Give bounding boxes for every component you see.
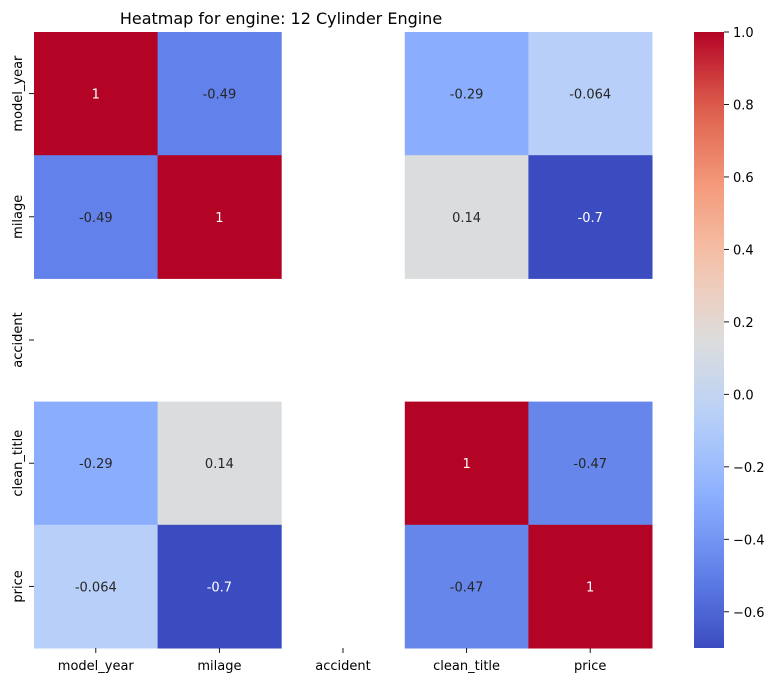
heatmap-cell-model_year-milage (157, 32, 282, 156)
cell-annotation: 1 (462, 457, 470, 472)
y-tick-label: milage (11, 195, 26, 239)
heatmap-cell-milage-price (528, 155, 653, 279)
x-axis: model_year milage accident clean_title price (58, 648, 606, 674)
heatmap-cell-milage-model_year (34, 155, 159, 279)
heatmap-cell-clean_title-model_year (34, 401, 159, 526)
heatmap-cell-milage-milage (157, 155, 282, 279)
cell-annotation: -0.49 (203, 88, 237, 103)
colorbar-tick-label: −0.4 (733, 533, 765, 548)
heatmap-cell-clean_title-milage (157, 401, 282, 526)
cell-annotation: -0.064 (569, 88, 611, 103)
heatmap-cell-clean_title-price (528, 401, 653, 526)
colorbar-tick-label: 0.2 (733, 316, 754, 331)
chart-title: Heatmap for engine: 12 Cylinder Engine (120, 9, 442, 28)
x-tick-label: price (574, 659, 606, 674)
colorbar: 1.0 0.8 0.6 0.4 0.2 0.0 −0.2 −0.4 −0.6 (694, 26, 765, 648)
heatmap-cell-model_year-price (528, 32, 653, 156)
heatmap-cell-model_year-model_year (34, 32, 159, 156)
y-tick-label: price (11, 570, 26, 602)
cell-annotation: 1 (586, 580, 594, 595)
heatmap-cell-price-clean_title (404, 524, 529, 649)
cell-annotation: 0.14 (452, 211, 481, 226)
cell-annotation: -0.064 (75, 580, 117, 595)
y-tick-label: model_year (11, 55, 26, 132)
y-tick-label: accident (11, 312, 26, 367)
colorbar-tick-label: 0.8 (733, 98, 754, 113)
x-tick-label: milage (197, 659, 241, 674)
cell-annotation: -0.47 (450, 580, 484, 595)
cell-annotation: -0.47 (573, 457, 607, 472)
colorbar-tick-label: 0.6 (733, 171, 754, 186)
heatmap-cell-price-model_year (34, 524, 159, 649)
y-tick-label: clean_title (11, 430, 26, 497)
colorbar-tick-label: 0.4 (733, 243, 754, 258)
cell-annotation: 0.14 (205, 457, 234, 472)
heatmap-cell-price-price (528, 524, 653, 649)
heatmap-cell-milage-clean_title (404, 155, 529, 279)
cell-annotation: -0.29 (79, 457, 113, 472)
heatmap-cell-price-milage (157, 524, 282, 649)
colorbar-tick-label: −0.6 (733, 606, 765, 621)
cell-annotation: 1 (215, 211, 223, 226)
cell-annotation: -0.29 (450, 88, 484, 103)
cell-annotation: -0.7 (207, 580, 232, 595)
heatmap-cell-clean_title-clean_title (404, 401, 529, 526)
cell-annotation: -0.7 (578, 211, 603, 226)
colorbar-ticks: 1.0 0.8 0.6 0.4 0.2 0.0 −0.2 −0.4 −0.6 (724, 26, 765, 621)
x-tick-label: model_year (58, 659, 135, 674)
heatmap-cell-model_year-clean_title (404, 32, 529, 156)
colorbar-tick-label: 0.0 (733, 388, 754, 403)
colorbar-gradient (694, 32, 724, 648)
colorbar-tick-label: −0.2 (733, 461, 765, 476)
x-tick-label: clean_title (433, 659, 500, 674)
colorbar-tick-label: 1.0 (733, 26, 754, 41)
x-tick-label: accident (315, 659, 370, 674)
cell-annotation: 1 (92, 88, 100, 103)
heatmap-cells: 1 -0.49 -0.29 -0.064 -0.49 1 0.14 -0.7 -0.29 0.14… (34, 32, 653, 649)
cell-annotation: -0.49 (79, 211, 113, 226)
